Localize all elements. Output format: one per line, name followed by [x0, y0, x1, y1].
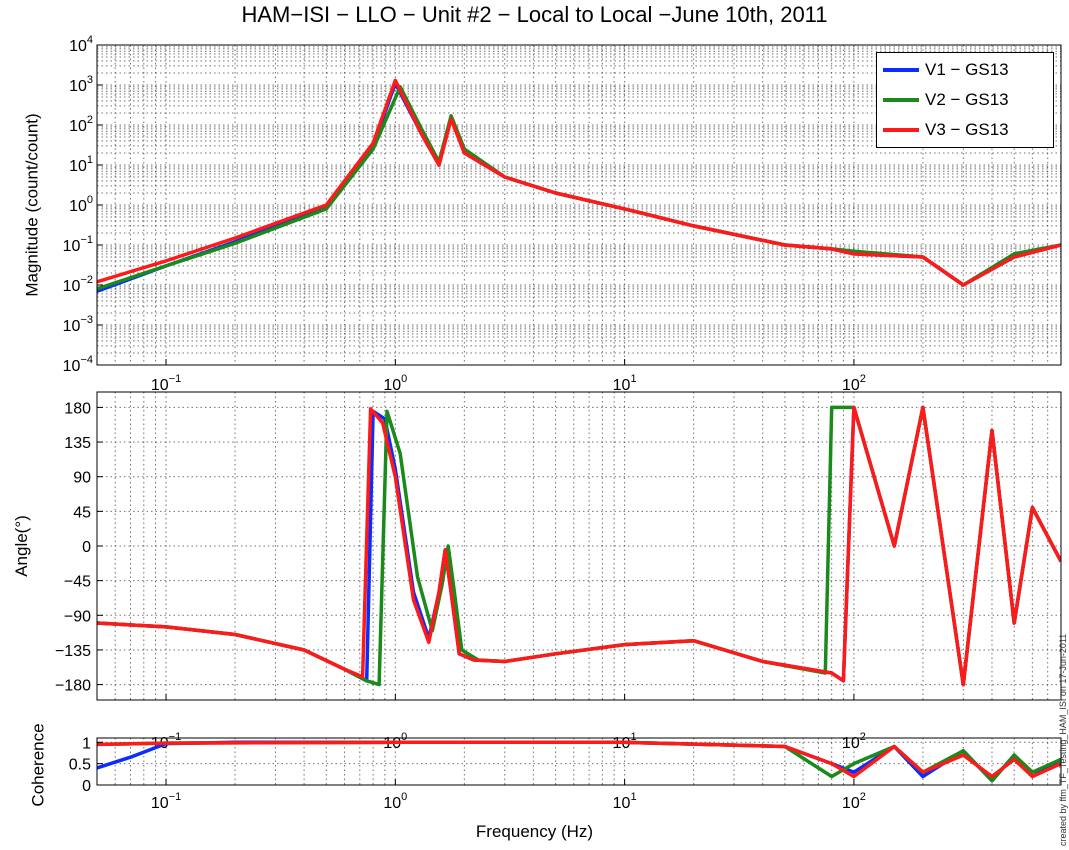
coherence-axis-label: Coherence — [28, 723, 48, 807]
y-tick-label: 45 — [73, 504, 91, 521]
y-tick-label: −90 — [64, 608, 91, 625]
y-tick-label: −180 — [55, 678, 91, 695]
y-tick-label: 180 — [64, 400, 91, 417]
series-line-3 — [97, 740, 1061, 779]
x-tick-label: 100 — [383, 373, 407, 394]
y-tick-label: 102 — [69, 114, 93, 135]
y-tick-label: 101 — [69, 154, 93, 175]
x-tick-label: 10−1 — [151, 373, 181, 394]
y-tick-label: 10−2 — [63, 274, 93, 295]
series-line-2 — [97, 740, 1061, 783]
series-line-3 — [97, 78, 1061, 287]
series-line-3 — [97, 405, 1061, 687]
x-tick-label: 102 — [842, 791, 866, 812]
chart-title: HAM−ISI − LLO − Unit #2 − Local to Local… — [241, 2, 828, 27]
x-tick-label: 102 — [842, 373, 866, 394]
legend-item-v1: V1 − GS13 — [883, 57, 1009, 83]
y-tick-label: −45 — [64, 574, 91, 591]
x-tick-label: 10−1 — [151, 791, 181, 812]
legend-label-v1: V1 − GS13 — [925, 60, 1009, 79]
y-tick-label: 0 — [82, 778, 91, 795]
y-tick-label: 10−1 — [63, 234, 93, 255]
magnitude-axis-label: Magnitude (count/count) — [22, 113, 42, 297]
y-tick-label: −135 — [55, 643, 91, 660]
y-tick-label: 1 — [82, 735, 91, 752]
coherence-panel: 10−1 100 101 102 0 0.5 1 — [69, 735, 1062, 812]
y-tick-label: 103 — [69, 74, 93, 95]
legend-label-v3: V3 − GS13 — [925, 120, 1009, 139]
frequency-axis-label: Frequency (Hz) — [475, 822, 594, 841]
legend-swatch-v1 — [883, 68, 919, 72]
series-line-1 — [97, 740, 1061, 783]
y-tick-label: 90 — [73, 470, 91, 487]
y-tick-label: 100 — [69, 194, 93, 215]
legend: V1 − GS13 V2 − GS13 V3 − GS13 — [876, 52, 1054, 148]
x-tick-label: 101 — [613, 373, 637, 394]
y-tick-label: 0 — [82, 539, 91, 556]
angle-axis-label: Angle(°) — [11, 515, 31, 577]
axes-frame — [96, 737, 1062, 786]
y-tick-label: 135 — [64, 435, 91, 452]
magnitude-panel: 10−1 100 101 102 10−4 10−3 10−2 10−1 100 101 102 10… — [63, 34, 1062, 394]
y-tick-label: 10−4 — [63, 354, 93, 375]
legend-swatch-v2 — [883, 98, 919, 102]
y-tick-label: 10−3 — [63, 314, 93, 335]
x-tick-label: 101 — [613, 791, 637, 812]
legend-label-v2: V2 − GS13 — [925, 90, 1009, 109]
y-tick-label: 0.5 — [69, 757, 91, 774]
creation-note: created by ffm_TF_Testing_HAM_ISI on 17-… — [1058, 633, 1068, 846]
x-tick-label: 102 — [842, 731, 866, 752]
legend-item-v2: V2 − GS13 — [883, 87, 1009, 113]
x-tick-label: 100 — [383, 791, 407, 812]
y-tick-label: 104 — [69, 34, 93, 55]
legend-item-v3: V3 − GS13 — [883, 117, 1009, 143]
legend-swatch-v3 — [883, 128, 919, 132]
